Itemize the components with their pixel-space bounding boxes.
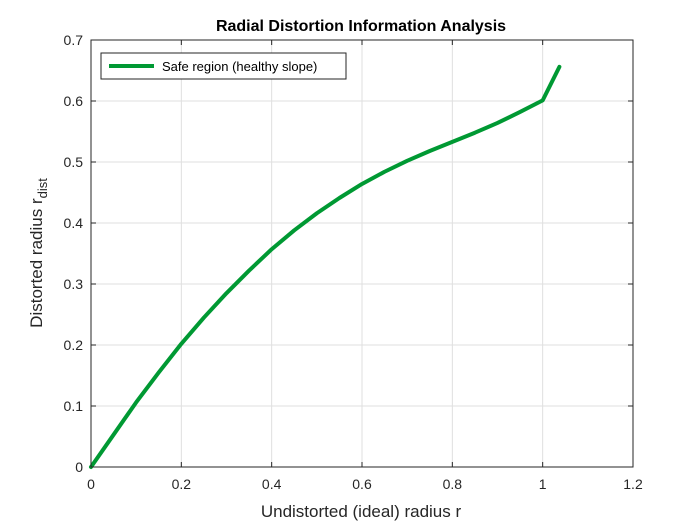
y-tick-label: 0.3 (64, 276, 84, 292)
y-axis-label-subscript: dist (35, 178, 50, 199)
grid (90, 39, 634, 468)
tick-marks (90, 39, 634, 468)
y-tick-label: 0.6 (64, 93, 84, 109)
x-tick-labels: 0 0.2 0.4 0.6 0.8 1 1.2 (87, 476, 643, 492)
series-line (89, 64, 562, 469)
y-axis-label: Distorted radius rdist (27, 178, 50, 328)
y-tick-label: 0.4 (64, 215, 84, 231)
y-tick-label: 0.1 (64, 398, 84, 414)
x-tick-label: 0.2 (172, 476, 192, 492)
legend-label: Safe region (healthy slope) (162, 59, 317, 74)
y-axis-label-main: Distorted radius r (27, 198, 46, 328)
x-axis-label: Undistorted (ideal) radius r (261, 502, 462, 521)
x-tick-label: 0 (87, 476, 95, 492)
x-tick-label: 0.6 (352, 476, 372, 492)
legend: Safe region (healthy slope) (100, 52, 347, 80)
series-layer (89, 64, 562, 469)
x-tick-label: 1.2 (623, 476, 643, 492)
y-tick-label: 0.2 (64, 337, 84, 353)
y-tick-labels: 0 0.1 0.2 0.3 0.4 0.5 0.6 0.7 (64, 32, 84, 475)
y-tick-label: 0.7 (64, 32, 84, 48)
y-tick-label: 0.5 (64, 154, 84, 170)
x-tick-label: 1 (539, 476, 547, 492)
y-tick-label: 0 (75, 459, 83, 475)
chart-title: Radial Distortion Information Analysis (216, 18, 506, 35)
x-tick-label: 0.4 (262, 476, 282, 492)
x-tick-label: 0.8 (443, 476, 463, 492)
